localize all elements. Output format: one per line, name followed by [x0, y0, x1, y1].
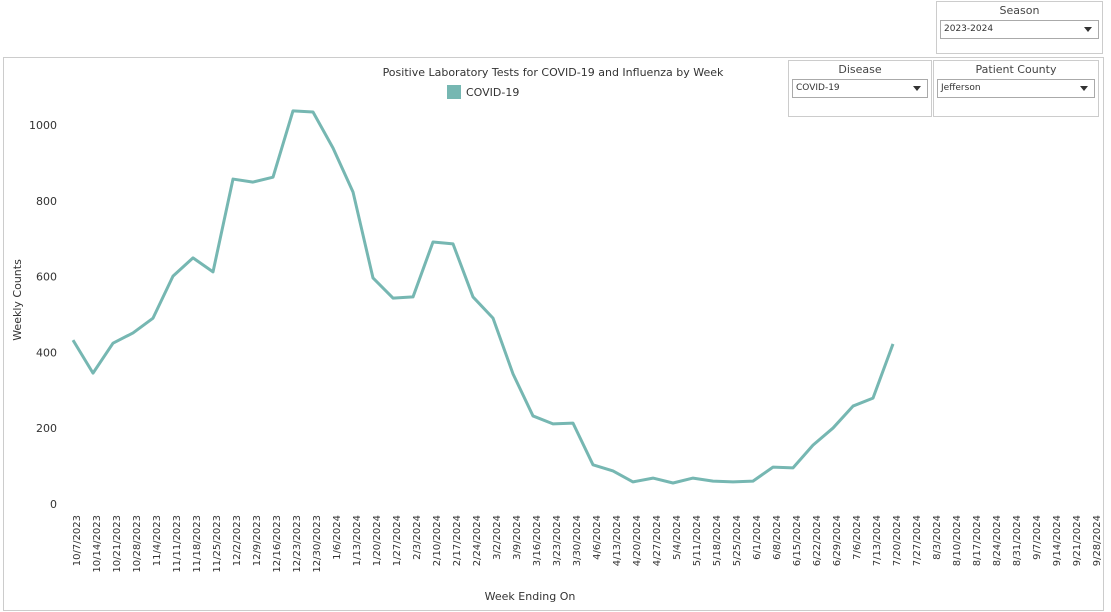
y-tick-label: 800: [36, 195, 57, 208]
filter-label: Patient County: [975, 63, 1057, 76]
x-tick-label: 4/20/2024: [632, 515, 643, 566]
season-filter: Season 2023-2024: [936, 1, 1103, 54]
x-tick-label: 12/23/2023: [292, 515, 303, 573]
y-tick-label: 200: [36, 422, 57, 435]
y-tick-label: 0: [50, 498, 57, 511]
chart-frame: [3, 57, 1104, 611]
x-tick-label: 12/9/2023: [252, 515, 263, 566]
x-tick-label: 1/20/2024: [372, 515, 383, 566]
x-tick-label: 5/18/2024: [712, 515, 723, 566]
y-tick-label: 400: [36, 346, 57, 359]
x-tick-label: 12/2/2023: [232, 515, 243, 566]
disease-filter: Disease COVID-19: [788, 60, 932, 117]
x-tick-label: 4/27/2024: [652, 515, 663, 566]
legend-swatch: [447, 85, 461, 99]
chart-title: Positive Laboratory Tests for COVID-19 a…: [383, 66, 724, 79]
x-tick-label: 2/24/2024: [472, 515, 483, 566]
x-tick-label: 9/28/2024: [1092, 515, 1103, 566]
x-tick-label: 10/28/2023: [132, 515, 143, 573]
x-tick-label: 8/10/2024: [952, 515, 963, 566]
legend-label: COVID-19: [466, 86, 519, 99]
dropdown[interactable]: Jefferson: [937, 79, 1095, 98]
filter-label: Season: [999, 4, 1040, 17]
x-tick-label: 7/20/2024: [892, 515, 903, 566]
filter-label: Disease: [838, 63, 882, 76]
dropdown[interactable]: 2023-2024: [940, 20, 1099, 39]
x-axis-label: Week Ending On: [485, 590, 576, 603]
x-tick-label: 9/14/2024: [1052, 515, 1063, 566]
x-tick-label: 9/7/2024: [1032, 515, 1043, 560]
x-tick-label: 11/11/2023: [172, 515, 183, 573]
x-tick-label: 6/29/2024: [832, 515, 843, 566]
x-tick-label: 1/13/2024: [352, 515, 363, 566]
county-filter: Patient County Jefferson: [933, 60, 1099, 117]
x-tick-label: 11/25/2023: [212, 515, 223, 573]
x-tick-label: 9/21/2024: [1072, 515, 1083, 566]
x-tick-label: 8/31/2024: [1012, 515, 1023, 566]
x-tick-label: 4/13/2024: [612, 515, 623, 566]
x-tick-label: 5/25/2024: [732, 515, 743, 566]
x-tick-label: 1/27/2024: [392, 515, 403, 566]
x-tick-label: 3/16/2024: [532, 515, 543, 566]
x-tick-label: 10/14/2023: [92, 515, 103, 573]
x-tick-label: 5/4/2024: [672, 515, 683, 560]
y-tick-label: 1000: [29, 119, 57, 132]
x-tick-label: 3/9/2024: [512, 515, 523, 560]
x-tick-label: 12/30/2023: [312, 515, 323, 573]
x-tick-label: 6/22/2024: [812, 515, 823, 566]
x-tick-label: 6/15/2024: [792, 515, 803, 566]
x-tick-label: 2/17/2024: [452, 515, 463, 566]
x-tick-label: 2/3/2024: [412, 515, 423, 560]
x-tick-label: 8/24/2024: [992, 515, 1003, 566]
x-tick-label: 6/8/2024: [772, 515, 783, 560]
x-tick-label: 8/3/2024: [932, 515, 943, 560]
x-tick-label: 3/2/2024: [492, 515, 503, 560]
x-tick-label: 3/30/2024: [572, 515, 583, 566]
x-tick-label: 4/6/2024: [592, 515, 603, 560]
x-tick-label: 7/13/2024: [872, 515, 883, 566]
x-tick-label: 6/1/2024: [752, 515, 763, 560]
y-axis-label: Weekly Counts: [11, 259, 24, 341]
x-tick-label: 8/17/2024: [972, 515, 983, 566]
dropdown[interactable]: COVID-19: [792, 79, 928, 98]
x-tick-label: 10/21/2023: [112, 515, 123, 573]
x-tick-label: 7/6/2024: [852, 515, 863, 560]
line: [71, 109, 895, 485]
x-tick-label: 5/11/2024: [692, 515, 703, 566]
x-tick-label: 10/7/2023: [72, 515, 83, 566]
x-tick-label: 1/6/2024: [332, 515, 343, 560]
x-tick-label: 11/4/2023: [152, 515, 163, 566]
x-tick-label: 12/16/2023: [272, 515, 283, 573]
x-tick-label: 2/10/2024: [432, 515, 443, 566]
y-tick-label: 600: [36, 271, 57, 284]
x-tick-label: 11/18/2023: [192, 515, 203, 573]
x-tick-label: 3/23/2024: [552, 515, 563, 566]
x-tick-label: 7/27/2024: [912, 515, 923, 566]
